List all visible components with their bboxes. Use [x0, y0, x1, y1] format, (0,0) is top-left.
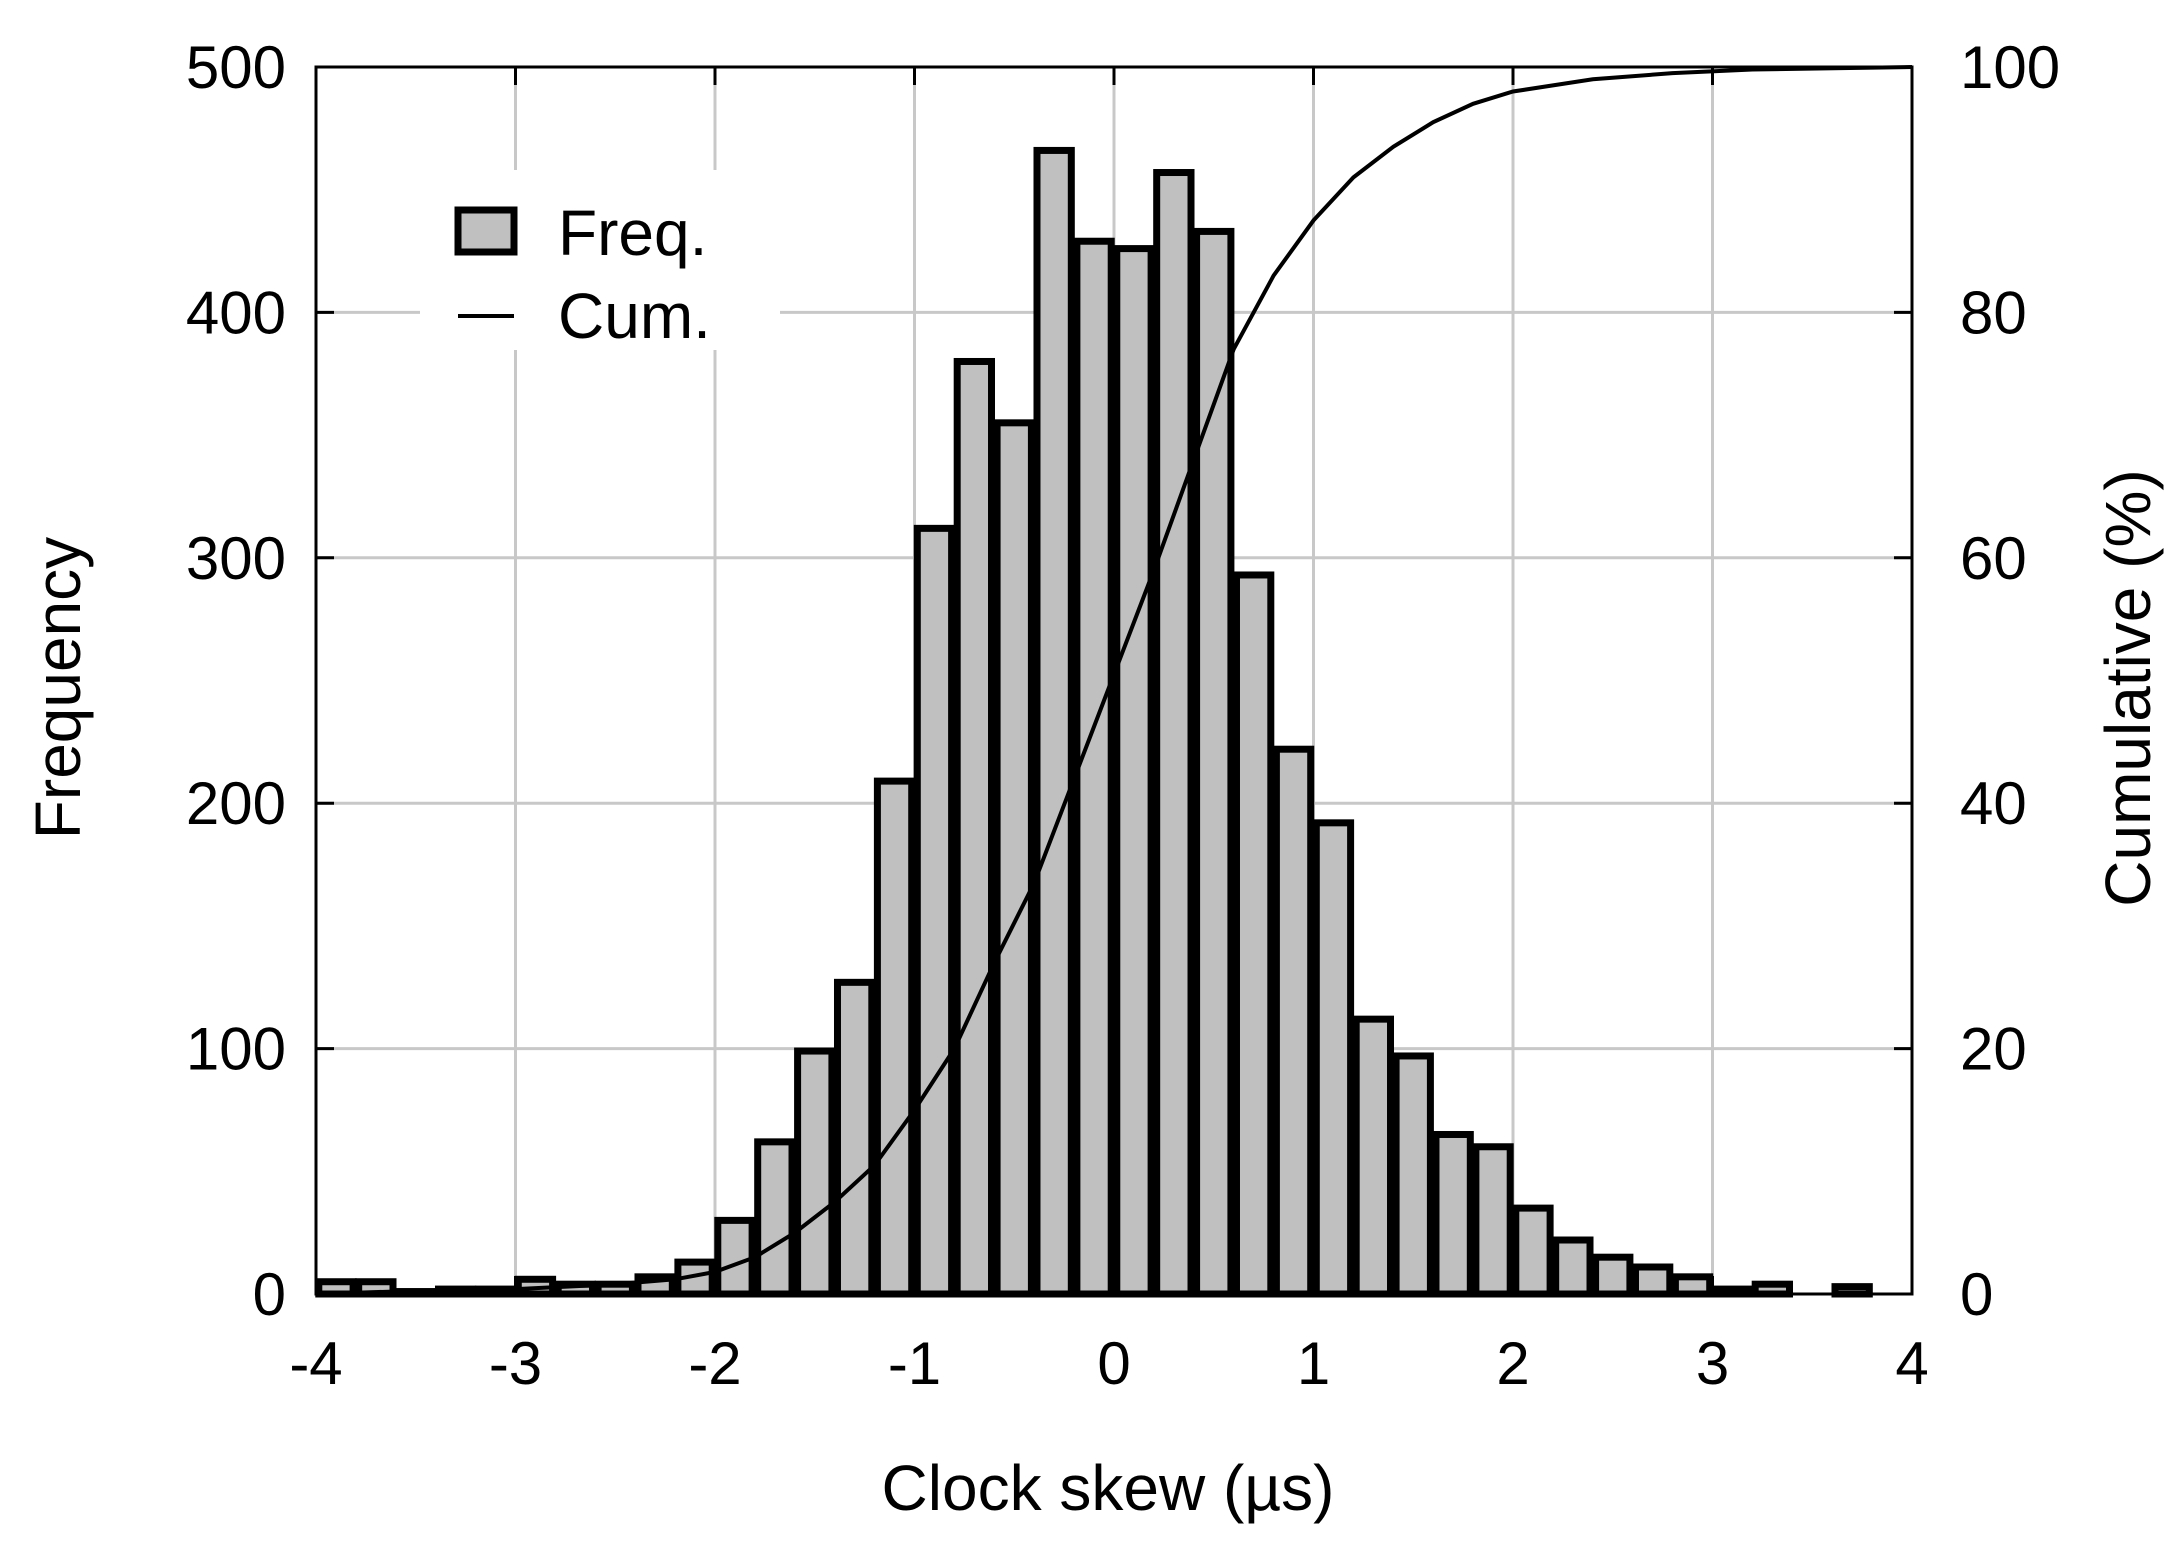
y2-tick-label: 20 [1960, 1016, 2027, 1083]
histogram-bar [1272, 745, 1315, 1298]
legend-label-cum: Cum. [558, 280, 711, 352]
y2-tick-label: 60 [1960, 525, 2027, 592]
legend-background [420, 170, 780, 350]
x-tick-label: -4 [289, 1330, 342, 1397]
histogram-bar [913, 524, 956, 1298]
legend: Freq. Cum. [420, 170, 780, 352]
x-tick-label: -3 [489, 1330, 542, 1397]
histogram-bar [1592, 1253, 1634, 1298]
histogram-bar [953, 357, 996, 1298]
y-axis-title: Frequency [22, 537, 94, 839]
y-tick-label: 500 [186, 34, 286, 101]
histogram-bar [1512, 1204, 1554, 1298]
histogram-bar [1392, 1052, 1434, 1298]
histogram-bar [1153, 169, 1195, 1298]
histogram-bar [873, 777, 916, 1298]
histogram-bar [833, 978, 876, 1298]
axis-layer: -4 -3 -2 -1 0 1 2 3 4010020030040050002040608010… [186, 34, 2060, 1397]
histogram-bar [754, 1138, 796, 1298]
x-tick-label: 1 [1297, 1330, 1330, 1397]
y-tick-label: 200 [186, 770, 286, 837]
x-tick-label: 0 [1097, 1330, 1130, 1397]
histogram-bar [993, 419, 1035, 1298]
y2-tick-label: 40 [1960, 770, 2027, 837]
histogram-bar [1432, 1130, 1474, 1298]
legend-swatch-freq [454, 206, 518, 256]
line-layer [315, 65, 1913, 1296]
y-tick-label: 0 [253, 1261, 286, 1328]
x-tick-label: 3 [1696, 1330, 1729, 1397]
x-tick-label: -1 [888, 1330, 941, 1397]
y-tick-label: 400 [186, 279, 286, 346]
x-tick-label: -2 [688, 1330, 741, 1397]
histogram-bar [714, 1216, 756, 1298]
y-tick-label: 300 [186, 525, 286, 592]
histogram-bar [1033, 146, 1075, 1298]
legend-label-freq: Freq. [558, 197, 707, 269]
x-tick-label: 4 [1895, 1330, 1928, 1397]
histogram-bar [1472, 1143, 1514, 1298]
histogram-bar [794, 1047, 836, 1298]
x-axis-title: Clock skew (µs) [882, 1452, 1335, 1524]
histogram-bar [1312, 819, 1355, 1298]
y2-tick-label: 80 [1960, 279, 2027, 346]
histogram-bar [1671, 1273, 1714, 1298]
x-tick-label: 2 [1496, 1330, 1529, 1397]
histogram-bar [1113, 245, 1155, 1298]
histogram-bar [1232, 571, 1275, 1298]
histogram-bar [1552, 1236, 1594, 1298]
y-tick-label: 100 [186, 1016, 286, 1083]
histogram-bar [1352, 1015, 1395, 1298]
y2-tick-label: 100 [1960, 34, 2060, 101]
histogram-bar [1631, 1263, 1674, 1298]
histogram-bar [1193, 227, 1235, 1298]
y2-axis-title: Cumulative (%) [2092, 469, 2164, 906]
y2-tick-label: 0 [1960, 1261, 1993, 1328]
cumulative-line [315, 65, 1913, 1296]
histogram-bar [1073, 237, 1115, 1298]
